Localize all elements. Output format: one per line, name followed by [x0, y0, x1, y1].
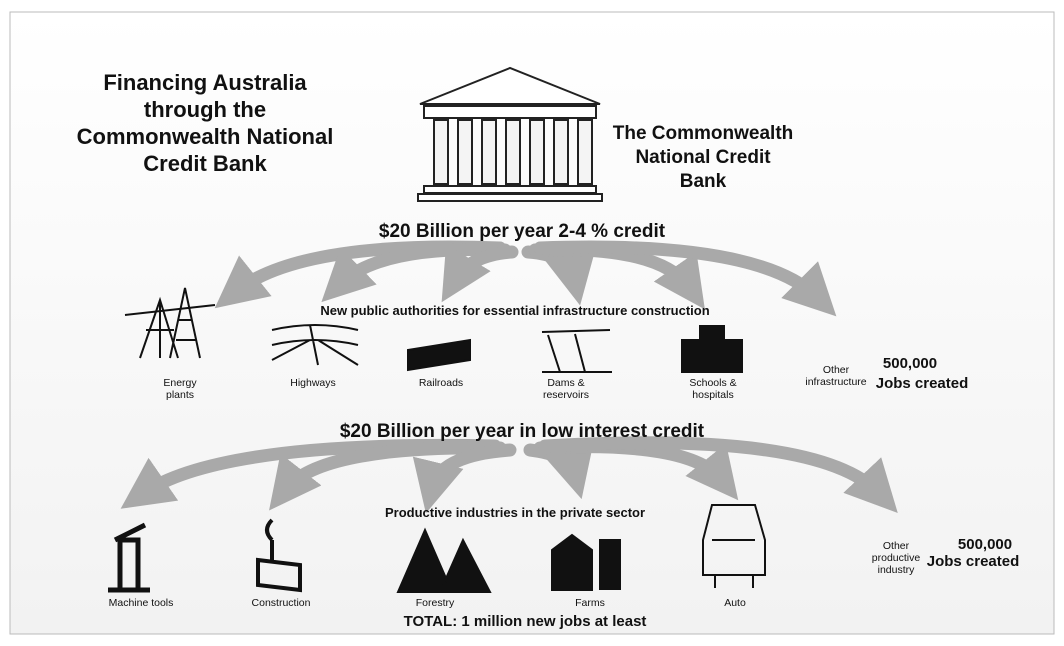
bank-label: Bank [679, 171, 727, 192]
title-line: Financing Australia [103, 70, 307, 95]
bank-label: National Credit [635, 147, 771, 168]
title-line: Commonwealth National [76, 124, 334, 149]
title-line: through the [143, 97, 267, 122]
item-label: Other [882, 540, 910, 552]
jobs-label: 500,000 [957, 536, 1013, 553]
item-label: Highways [290, 377, 336, 389]
icons [108, 287, 766, 593]
item-label: infrastructure [805, 376, 867, 388]
tier-heading: $20 Billion per year 2-4 % credit [378, 221, 666, 242]
item-label: plants [165, 389, 195, 401]
jobs-label: Jobs created [875, 375, 969, 392]
total-label: TOTAL: 1 million new jobs at least [403, 613, 647, 630]
jobs-label: Jobs created [926, 553, 1020, 570]
title-line: Credit Bank [143, 151, 267, 176]
tier-subheading: New public authorities for essential inf… [320, 303, 710, 318]
item-label: Forestry [415, 597, 455, 609]
item-label: Auto [724, 597, 746, 609]
item-label: Other [822, 364, 850, 376]
item-label: industry [877, 564, 915, 576]
tier-subheading: Productive industries in the private sec… [384, 505, 646, 520]
item-label: productive [871, 552, 921, 564]
arrows [120, 240, 898, 514]
item-label: Construction [251, 597, 311, 609]
bank-label: The Commonwealth [612, 123, 794, 144]
item-label: Machine tools [108, 597, 174, 609]
bank-icon [417, 66, 603, 202]
item-label: reservoirs [542, 389, 590, 401]
item-label: Railroads [418, 377, 464, 389]
tier-heading: $20 Billion per year in low interest cre… [339, 421, 705, 442]
item-label: Dams & [547, 377, 585, 389]
item-label: Energy [163, 377, 197, 389]
item-label: Schools & [689, 377, 737, 389]
item-label: hospitals [692, 389, 734, 401]
item-label: Farms [575, 597, 605, 609]
jobs-label: 500,000 [882, 355, 938, 372]
